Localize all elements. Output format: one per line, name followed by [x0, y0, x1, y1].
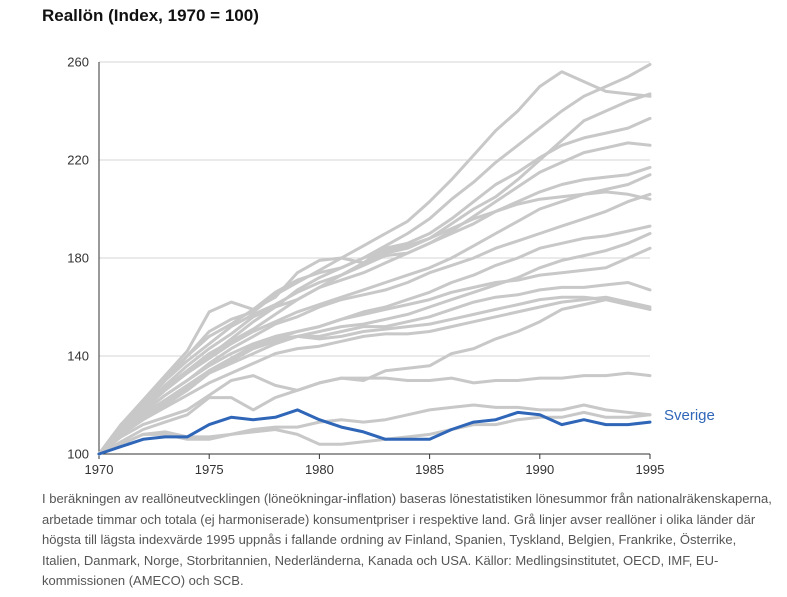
- line-chart: 100 140 180 220 260 1970 1975 1980 1985 1990 1995 S…: [67, 55, 715, 478]
- series-line-grey: [97, 295, 652, 456]
- y-tick-label: 220: [67, 153, 89, 168]
- y-tick-label: 180: [67, 251, 89, 266]
- series-line-grey: [97, 410, 652, 456]
- series-line-grey: [97, 232, 652, 456]
- series-line-grey: [97, 165, 652, 456]
- tick-labels: 100 140 180 220 260 1970 1975 1980 1985 1990 1995 S…: [67, 55, 715, 478]
- series-line-grey: [97, 403, 652, 456]
- series-label-sverige: Sverige: [664, 407, 715, 424]
- chart-title: Reallön (Index, 1970 = 100): [42, 6, 259, 25]
- series-line-grey: [97, 224, 652, 456]
- series-line-grey: [97, 295, 652, 456]
- axes: [98, 62, 651, 459]
- x-tick-label: 1985: [415, 462, 444, 477]
- y-tick-label: 260: [67, 55, 89, 70]
- series-line-grey: [97, 246, 652, 456]
- x-tick-label: 1990: [525, 462, 554, 477]
- series-line-grey: [97, 92, 652, 456]
- y-tick-label: 140: [67, 349, 89, 364]
- chart-caption: I beräkningen av reallöneutvecklingen (l…: [42, 491, 772, 588]
- series-line-grey: [97, 190, 652, 456]
- series-line-grey: [97, 298, 652, 456]
- series-line-grey: [97, 141, 652, 456]
- series-line-grey: [97, 371, 652, 456]
- series-line-sverige: [97, 408, 652, 456]
- series-line-grey: [97, 62, 652, 456]
- x-tick-label: 1975: [195, 462, 224, 477]
- x-tick-label: 1995: [636, 462, 665, 477]
- x-tick-label: 1980: [305, 462, 334, 477]
- y-tick-label: 100: [67, 447, 89, 462]
- series-lines: [97, 62, 652, 456]
- x-tick-label: 1970: [85, 462, 114, 477]
